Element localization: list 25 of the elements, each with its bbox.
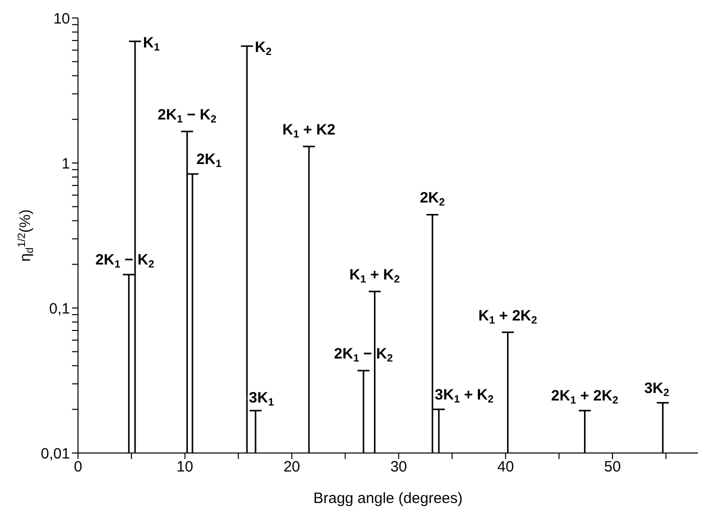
annotation: K$_{1}$ + K2 xyxy=(282,121,336,140)
x-tick-label: 0 xyxy=(74,458,82,476)
y-tick-label: 0,01 xyxy=(40,445,70,462)
annotation: K$_{1}$ + 2K$_{2}$ xyxy=(478,307,538,326)
annotation: 2K$_{2}$ xyxy=(420,190,446,208)
annotation: 2K$_{1}$ xyxy=(196,150,222,170)
x-tick-label: 50 xyxy=(604,458,621,476)
x-tick-label: 10 xyxy=(176,458,194,476)
annotation: 2K$_{1}$ − K$_{2}$ xyxy=(158,106,217,126)
y-tick-label: 1 xyxy=(62,155,70,172)
annotation: 3K$_{1}$ xyxy=(248,390,274,408)
annotation: K$_{1}$ + K$_{2}$ xyxy=(349,266,400,286)
annotation: 3K$_{2}$ xyxy=(644,380,670,399)
annotation: 2K$_{1}$ − K$_{2}$ xyxy=(334,346,393,364)
x-axis-title: Bragg angle (degrees) xyxy=(313,490,463,507)
y-tick-label: 10 xyxy=(53,10,70,28)
annotation: 2K$_{1}$ − K$_{2}$ xyxy=(95,252,154,270)
annotation: 2K$_{1}$ + 2K$_{2}$ xyxy=(551,388,618,406)
y-tick-label: 0,1 xyxy=(49,300,70,318)
x-tick-label: 40 xyxy=(497,458,514,476)
annotation: K$_{1}$ xyxy=(142,34,160,54)
annotation: 3K$_{1}$ + K$_{2}$ xyxy=(434,386,494,406)
x-tick-label: 30 xyxy=(390,458,408,476)
x-tick-label: 20 xyxy=(283,458,300,476)
annotation: K$_{2}$ xyxy=(254,39,272,58)
